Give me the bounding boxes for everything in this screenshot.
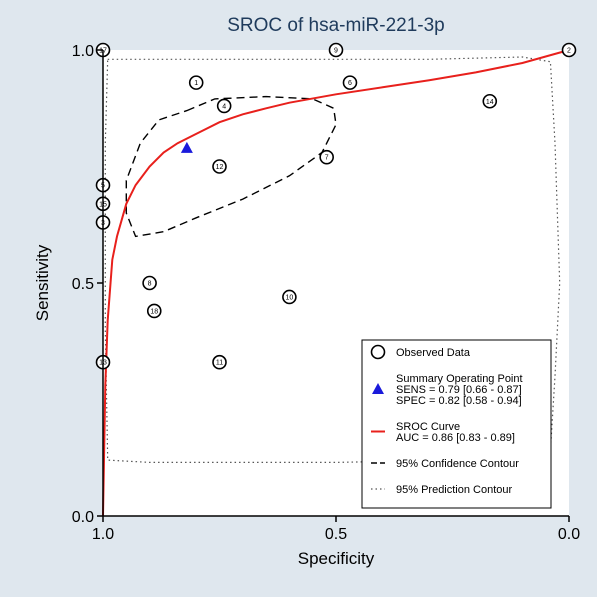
data-point-label: 6 <box>348 80 352 87</box>
legend-circle-marker <box>370 344 386 360</box>
sroc-curve <box>102 49 570 517</box>
legend-label: SROC Curve <box>396 421 460 433</box>
legend-label: SENS = 0.79 [0.66 - 0.87] <box>396 384 522 396</box>
data-point-label: 4 <box>222 103 226 110</box>
legend-box <box>361 339 552 509</box>
legend: Observed Data Summary Operating PointSENS… <box>361 339 552 509</box>
legend-label: SPEC = 0.82 [0.58 - 0.94] <box>396 395 522 407</box>
data-point <box>212 354 227 370</box>
y-tick-label: 0.5 <box>72 276 94 293</box>
y-tick-label: 0.0 <box>72 509 94 526</box>
y-axis-title: Sensitivity <box>33 244 52 321</box>
summary-point <box>180 141 193 153</box>
x-tick-label: 0.0 <box>558 526 580 543</box>
data-point <box>482 93 498 109</box>
data-point-label: 14 <box>486 99 494 106</box>
legend-label: 95% Prediction Contour <box>396 484 513 496</box>
data-point <box>561 42 577 58</box>
data-point <box>188 75 204 90</box>
data-point-label: 11 <box>216 360 223 367</box>
data-point-label: 7 <box>325 155 329 162</box>
data-point-label: 9 <box>334 48 338 55</box>
y-tick-label: 1.0 <box>72 43 94 60</box>
chart-title: SROC of hsa-miR-221-3p <box>227 15 445 36</box>
data-point <box>342 75 358 90</box>
data-point <box>319 149 334 165</box>
data-point <box>212 159 227 174</box>
legend-label: 95% Confidence Contour <box>396 458 519 470</box>
legend-triangle-marker <box>372 383 384 394</box>
data-point-label: 8 <box>148 281 152 288</box>
x-tick-label: 0.5 <box>325 526 347 543</box>
x-tick-label: 1.0 <box>92 526 114 543</box>
confidence-contour <box>125 95 337 238</box>
data-point <box>216 98 232 114</box>
data-point-label: 10 <box>286 294 294 301</box>
x-axis-title: Specificity <box>298 549 375 568</box>
data-point-label: 1 <box>194 80 198 87</box>
legend-label: Summary Operating Point <box>396 373 523 385</box>
legend-label: AUC = 0.86 [0.83 - 0.89] <box>396 432 515 444</box>
data-point-label: 18 <box>150 308 158 315</box>
data-point <box>146 303 162 319</box>
data-point <box>142 275 157 291</box>
legend-label: Observed Data <box>396 347 471 359</box>
data-point <box>282 289 297 305</box>
data-point-label: 12 <box>216 164 224 171</box>
data-point <box>328 42 344 58</box>
data-point-label: 2 <box>567 48 571 55</box>
